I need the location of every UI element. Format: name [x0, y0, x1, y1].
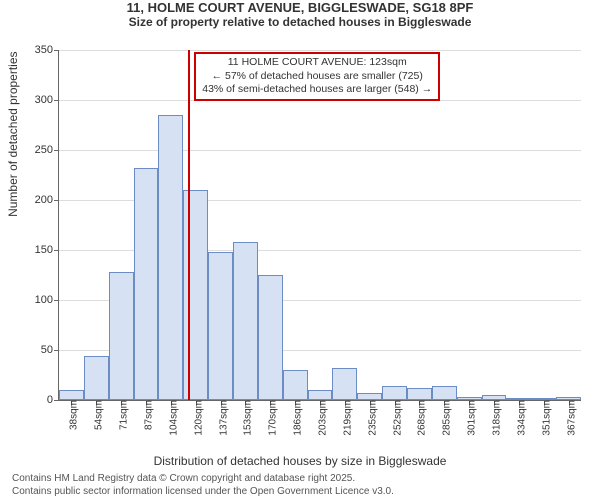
credit-line-2: Contains public sector information licen… [12, 486, 394, 499]
y-tick-label: 300 [35, 94, 59, 106]
plot-area: 05010015020025030035038sqm54sqm71sqm87sq… [58, 50, 581, 401]
histogram-bar [109, 272, 134, 400]
y-axis-label: Number of detached properties [6, 51, 20, 216]
chart-container: 11, HOLME COURT AVENUE, BIGGLESWADE, SG1… [0, 0, 600, 500]
grid-line [59, 150, 581, 151]
x-tick-label: 301sqm [461, 400, 478, 436]
marker-line [188, 50, 190, 400]
histogram-bar [357, 393, 382, 400]
histogram-bar [332, 368, 357, 400]
x-tick-label: 203sqm [312, 400, 329, 436]
x-tick-label: 351sqm [535, 400, 552, 436]
y-tick-label: 350 [35, 44, 59, 56]
x-tick-label: 137sqm [212, 400, 229, 436]
x-tick-label: 104sqm [162, 400, 179, 436]
histogram-bar [283, 370, 308, 400]
y-tick-label: 50 [41, 344, 59, 356]
y-tick-label: 200 [35, 194, 59, 206]
page-subtitle: Size of property relative to detached ho… [0, 15, 600, 29]
credits: Contains HM Land Registry data © Crown c… [12, 473, 394, 498]
x-tick-label: 120sqm [187, 400, 204, 436]
y-tick-label: 150 [35, 244, 59, 256]
histogram-bar [208, 252, 233, 400]
y-tick-label: 250 [35, 144, 59, 156]
x-tick-label: 71sqm [113, 400, 130, 430]
histogram-bar [382, 386, 407, 400]
page-title: 11, HOLME COURT AVENUE, BIGGLESWADE, SG1… [0, 0, 600, 15]
x-tick-label: 268sqm [411, 400, 428, 436]
annotation-box: 11 HOLME COURT AVENUE: 123sqm← 57% of de… [194, 52, 440, 101]
histogram-bar [183, 190, 208, 400]
x-tick-label: 285sqm [436, 400, 453, 436]
grid-line [59, 50, 581, 51]
annotation-line-2: ← 57% of detached houses are smaller (72… [202, 70, 432, 84]
x-tick-label: 235sqm [361, 400, 378, 436]
x-tick-label: 87sqm [138, 400, 155, 430]
credit-line-1: Contains HM Land Registry data © Crown c… [12, 473, 394, 486]
x-tick-label: 219sqm [336, 400, 353, 436]
histogram-bar [258, 275, 283, 400]
histogram-bar [432, 386, 457, 400]
histogram-bar [233, 242, 258, 400]
x-tick-label: 252sqm [386, 400, 403, 436]
histogram-bar [84, 356, 109, 400]
annotation-line-1: 11 HOLME COURT AVENUE: 123sqm [202, 56, 432, 70]
histogram-bar [407, 388, 432, 400]
x-tick-label: 170sqm [262, 400, 279, 436]
x-tick-label: 54sqm [88, 400, 105, 430]
x-tick-label: 38sqm [63, 400, 80, 430]
x-tick-label: 318sqm [486, 400, 503, 436]
x-tick-label: 367sqm [560, 400, 577, 436]
x-tick-label: 186sqm [287, 400, 304, 436]
y-tick-label: 0 [47, 394, 59, 406]
annotation-line-3: 43% of semi-detached houses are larger (… [202, 83, 432, 97]
y-tick-label: 100 [35, 294, 59, 306]
histogram-bar [134, 168, 159, 400]
x-tick-label: 153sqm [237, 400, 254, 436]
histogram-bar [158, 115, 183, 400]
histogram-bar [59, 390, 84, 400]
x-axis-label: Distribution of detached houses by size … [0, 454, 600, 468]
histogram-bar [308, 390, 333, 400]
x-tick-label: 334sqm [510, 400, 527, 436]
